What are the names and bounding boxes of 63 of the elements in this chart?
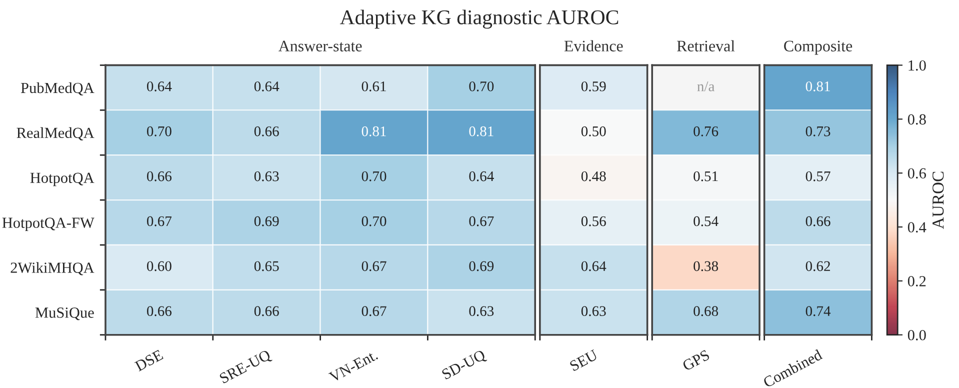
data-label: 0.70 [469,81,494,92]
data-label: 0.57 [806,171,830,182]
data-label: 0.64 [254,81,280,92]
data-label: 0.64 [469,171,494,182]
data-label: 0.66 [254,126,279,136]
data-label: 0.70 [362,171,386,182]
data-label: 0.65 [254,261,279,272]
color-bar-label: 0.0 [908,330,926,340]
x-tick-label: GPS [682,350,710,372]
data-label: 0.54 [694,216,718,226]
data-label: 0.69 [469,261,494,272]
data-label: 0.60 [146,261,172,272]
data-label: 0.74 [806,306,831,316]
data-label: 0.66 [806,216,830,226]
data-label: 0.64 [581,261,606,272]
data-label: 0.59 [581,81,606,92]
x-tick-label: DSE [134,350,164,372]
color-bar-title: AUROC [932,172,944,230]
data-label: 0.63 [581,306,606,316]
data-label: 0.70 [362,216,386,226]
y-tick-label: RealMedQA [16,127,94,140]
data-label: 0.61 [362,81,386,92]
data-label: 0.62 [806,261,830,272]
y-tick-label: HotpotQA-FW [2,218,94,232]
x-tick-label: SEU [569,349,598,372]
data-label: 0.66 [254,306,279,316]
text: Composite [784,40,852,55]
color-bar-label: 0.8 [908,114,926,125]
data-label: 0.48 [581,171,606,182]
data-label: 0.67 [146,216,172,226]
text: n/a [697,82,715,92]
color-bar-label: 0.4 [908,222,926,232]
data-label: 0.63 [469,306,494,316]
data-label: 0.67 [362,306,386,316]
data-label: 0.69 [254,216,279,226]
data-label: 0.68 [694,306,718,316]
chart-title: Adaptive KG diagnostic AUROC [340,10,618,29]
data-label: 0.51 [694,171,718,182]
text: Answer-state [278,40,362,52]
y-tick-label: 2WikiMHQA [10,262,94,276]
color-bar-label: 0.2 [908,276,926,286]
data-label: 0.66 [146,171,172,182]
data-label: 0.50 [581,126,606,136]
color-bar-label: 1.0 [908,60,926,71]
data-label: 0.67 [362,261,386,272]
data-label: 0.81 [469,126,494,136]
data-label: 0.38 [694,261,718,272]
y-tick-label: PubMedQA [20,82,94,96]
text: Evidence [564,40,623,52]
data-label: 0.66 [146,306,172,316]
data-label: 0.73 [806,126,830,136]
data-label: 0.64 [146,81,172,92]
y-tick-label: HotpotQA [30,172,94,186]
data-label: 0.81 [806,81,830,92]
y-tick-label: MuSiQue [35,308,94,320]
data-label: 0.56 [581,216,606,226]
text: Retrieval [677,40,735,52]
color-bar-label: 0.6 [908,168,926,179]
data-label: 0.81 [362,126,386,136]
data-label: 0.63 [254,171,279,182]
data-label: 0.76 [694,126,718,136]
data-label: 0.70 [146,126,172,136]
data-label: 0.67 [469,216,494,226]
